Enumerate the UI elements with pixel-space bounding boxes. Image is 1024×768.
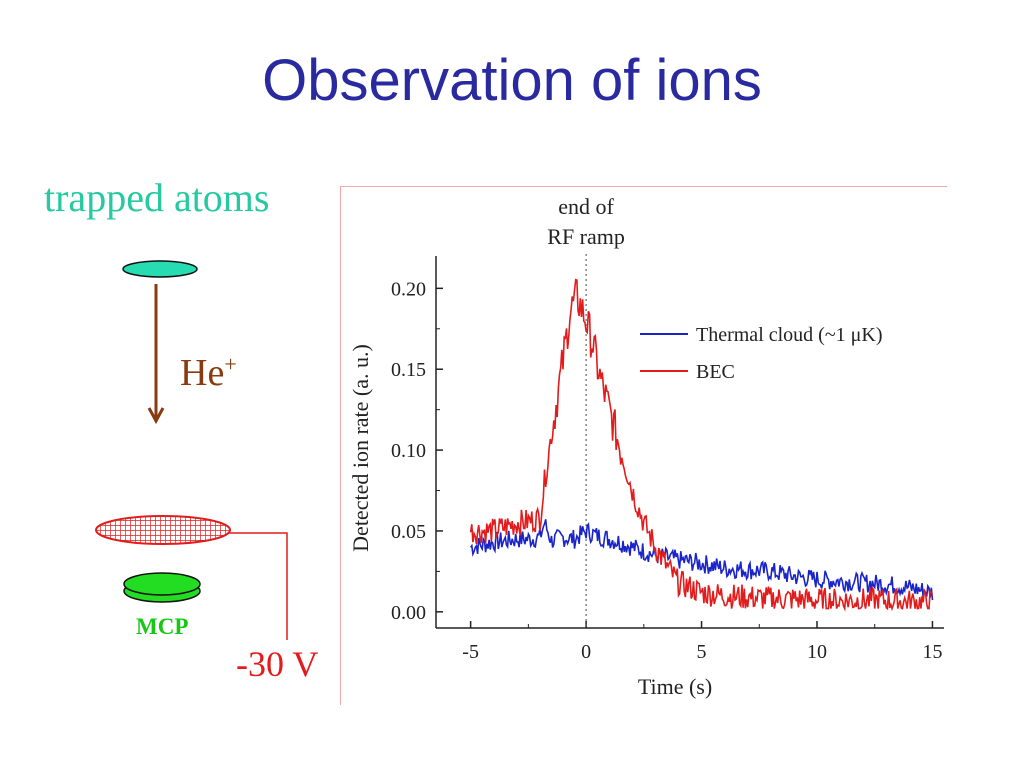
- trapped-atoms-label: trapped atoms: [44, 175, 270, 220]
- ion-symbol: He: [180, 352, 225, 394]
- y-tick-label: 0.20: [391, 278, 426, 300]
- legend: Thermal cloud (~1 μK) BEC: [640, 324, 882, 383]
- annotation-line-2: RF ramp: [547, 224, 625, 249]
- y-tick-label: 0.00: [391, 602, 426, 624]
- ion-label: He+: [180, 351, 237, 395]
- mcp-plate-top: [123, 572, 201, 596]
- annotation-line-1: end of: [558, 194, 614, 219]
- chart-panel: [340, 186, 947, 705]
- series-line-thermal: [469, 519, 934, 601]
- axis-ticks: -5 0 5 10 15 0.00 0.05 0.10 0.15 0.20: [391, 278, 942, 663]
- y-axis-label: Detected ion rate (a. u.): [348, 344, 373, 552]
- x-axis-label: Time (s): [638, 674, 712, 699]
- series-group: [469, 278, 934, 612]
- series-line-bec: [469, 278, 934, 612]
- page-title: Observation of ions: [262, 48, 762, 113]
- mcp-label: MCP: [136, 614, 189, 639]
- y-tick-label: 0.05: [391, 521, 426, 543]
- x-tick-label: 0: [581, 641, 591, 663]
- voltage-label: -30 V: [236, 644, 319, 684]
- ion-arrow-head: [147, 407, 165, 425]
- x-tick-label: 15: [922, 641, 942, 663]
- trapped-atom-cloud: [122, 260, 198, 278]
- y-tick-label: 0.10: [391, 440, 426, 462]
- legend-label-bec: BEC: [696, 361, 735, 383]
- x-tick-label: 10: [807, 641, 827, 663]
- mcp-grid: [95, 515, 231, 545]
- x-tick-label: 5: [697, 641, 707, 663]
- mcp-wire: [229, 532, 288, 640]
- y-tick-label: 0.15: [391, 359, 426, 381]
- ion-charge: +: [224, 351, 237, 377]
- legend-label-thermal: Thermal cloud (~1 μK): [696, 324, 882, 346]
- x-tick-label: -5: [462, 641, 479, 663]
